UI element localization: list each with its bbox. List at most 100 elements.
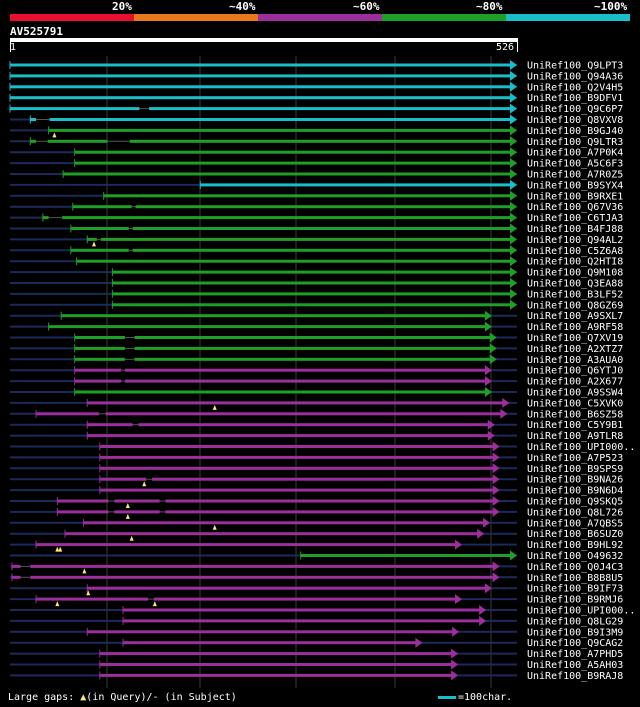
hit-arrowhead [510,299,517,310]
hit-arrowhead [492,441,500,452]
ruler-end-label: 526 [496,42,515,53]
hit-label: UniRef100_B9GJ40 [527,126,623,137]
hit-arrowhead [484,376,492,387]
hit-arrowhead [510,201,517,212]
hit-arrowhead [415,637,423,648]
hit-bar [87,630,454,634]
hit-label: UniRef100_B6SZ58 [527,409,623,420]
hit-label: UniRef100_C5XVK0 [527,398,623,409]
hit-arrowhead [489,332,497,343]
hit-bar [99,455,494,459]
hit-label: UniRef100_C5Z6A8 [527,246,623,257]
hit-bar [200,183,511,187]
scale-bar [438,695,456,699]
hit-arrowhead [484,321,492,332]
hit-label: UniRef100_Q9LTR3 [527,137,623,148]
legend-band-1 [134,14,258,21]
hit-bar [87,434,489,438]
hit-bar [30,139,512,143]
hit-label: UniRef100_A5AH03 [527,660,623,671]
query-gap-marker [82,568,87,574]
hit-arrowhead [510,256,517,267]
hit-bar [87,401,504,405]
hit-label: UniRef100_B9RMJ6 [527,595,623,606]
hit-label: UniRef100_B9HL92 [527,540,623,551]
legend-label-20: 20% [112,0,132,13]
hit-label: UniRef100_Q94AL2 [527,235,623,246]
hit-label: UniRef100_A2X677 [527,377,623,388]
hit-arrowhead [452,626,460,637]
hit-label: UniRef100_C6TJA3 [527,213,623,224]
hit-arrowhead [502,397,510,408]
hit-bar [70,227,511,230]
legend-band-4 [506,14,630,21]
hit-bar [70,248,511,252]
hit-arrowhead [492,463,500,474]
hit-bar [48,128,511,132]
hit-label: UniRef100_Q94A36 [527,71,623,82]
hit-bar [63,172,511,176]
hit-arrowhead [510,212,517,223]
hit-label: UniRef100_B9RXE1 [527,191,623,202]
hit-bar [122,641,417,645]
hit-label: UniRef100_Q3EA88 [527,279,623,290]
hit-label: UniRef100_Q8LG29 [527,616,623,627]
query-gap-marker [212,524,217,530]
query-gap-marker [58,546,63,552]
hit-arrowhead [479,615,487,626]
hit-label: UniRef100_A7R0Z5 [527,170,623,181]
hit-bar [87,237,511,241]
hit-arrowhead [510,125,517,136]
hit-bar [10,63,511,67]
query-gap-marker [125,503,130,508]
hit-label: UniRef100_O49632 [527,551,623,562]
hit-arrowhead [510,267,517,278]
hit-label: UniRef100_A9SSW4 [527,388,623,399]
hit-bar [87,423,489,427]
hit-label: UniRef100_UPI000.. [527,606,635,617]
hit-arrowhead [510,114,517,125]
hit-arrowhead [451,648,459,659]
hit-bar [10,74,511,78]
hit-bar [99,477,494,481]
query-gap-marker [52,132,57,138]
hit-bar [74,368,486,372]
hit-label: UniRef100_Q9LPT3 [527,61,623,72]
hit-arrowhead [477,528,485,539]
hit-bar [83,521,484,525]
hit-label: UniRef100_A2XTZ7 [527,344,623,355]
hit-bar [36,597,456,601]
hit-label: UniRef100_Q2V4H5 [527,82,623,93]
hit-arrowhead [510,288,517,299]
hit-bar [300,554,511,557]
legend-label-80: ~80% [476,0,503,13]
hit-label: UniRef100_Q9C6P7 [527,104,623,115]
hit-arrowhead [510,136,517,147]
query-gap-marker [92,241,97,247]
hit-label: UniRef100_A7PHD5 [527,649,623,660]
hit-label: UniRef100_A7P523 [527,453,623,464]
query-gap-marker [55,601,60,607]
hit-bar [74,336,491,339]
hit-bar [65,532,479,536]
query-gap-marker [125,513,130,519]
hit-bar [74,150,512,154]
query-gap-marker [212,404,217,410]
hit-label: UniRef100_Q67V36 [527,202,623,213]
hit-bar [10,85,511,89]
hit-label: UniRef100_B9IF73 [527,584,623,595]
hit-bar [99,673,453,677]
hit-bar [72,205,512,209]
identity-legend: 20% ~40% ~60% ~80% ~100% [10,0,630,22]
hit-label: UniRef100_Q8GZ69 [527,300,623,311]
hit-label: UniRef100_Q9CAG2 [527,638,623,649]
hit-label: UniRef100_A9RF58 [527,322,623,333]
hit-bar [87,586,486,590]
hit-bar [48,325,486,329]
hit-label: UniRef100_UPI000.. [527,442,635,453]
legend-band-3 [382,14,506,21]
hit-arrowhead [487,419,495,430]
hit-arrowhead [492,561,500,572]
hit-label: UniRef100_B9I3M9 [527,627,623,638]
hit-arrowhead [454,594,462,605]
